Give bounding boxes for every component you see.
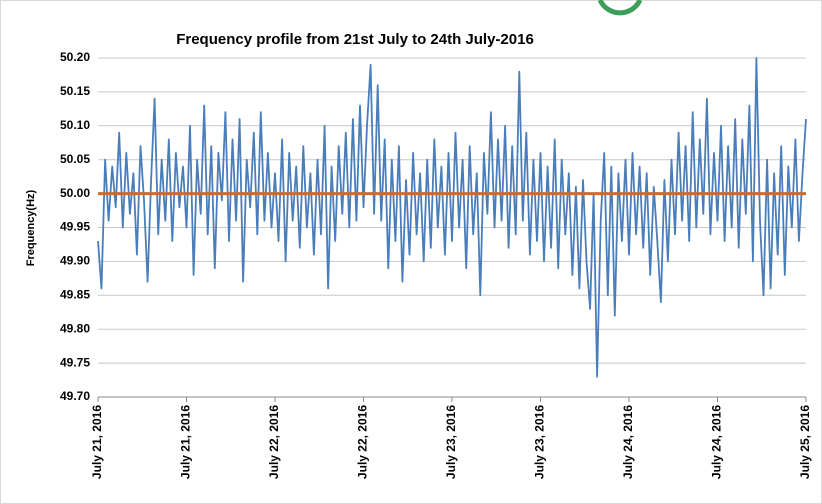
x-tick-label: July 24, 2016 bbox=[710, 405, 724, 479]
y-tick-label: 50.05 bbox=[60, 152, 90, 166]
x-tick-label: July 23, 2016 bbox=[444, 405, 458, 479]
y-tick-label: 49.70 bbox=[60, 389, 90, 403]
x-tick-label: July 25, 2016 bbox=[798, 405, 812, 479]
y-tick-label: 50.15 bbox=[60, 84, 90, 98]
x-tick-label: July 22, 2016 bbox=[356, 405, 370, 479]
x-tick-label: July 24, 2016 bbox=[621, 405, 635, 479]
y-tick-label: 49.75 bbox=[60, 355, 90, 369]
x-tick-label: July 22, 2016 bbox=[267, 405, 281, 479]
y-tick-label: 49.95 bbox=[60, 220, 90, 234]
x-tick-label: July 23, 2016 bbox=[533, 405, 547, 479]
y-axis-label: Frequency(Hz) bbox=[25, 189, 37, 266]
logo-fragment bbox=[597, 0, 643, 16]
data-line bbox=[97, 57, 807, 378]
y-tick-label: 49.90 bbox=[60, 254, 90, 268]
y-tick-label: 50.10 bbox=[60, 118, 90, 132]
x-tick-label: July 21, 2016 bbox=[90, 405, 104, 479]
y-tick-label: 50.20 bbox=[60, 50, 90, 64]
y-tick-label: 49.85 bbox=[60, 287, 90, 301]
y-tick-label: 50.00 bbox=[60, 186, 90, 200]
x-tick-label: July 21, 2016 bbox=[179, 405, 193, 479]
chart-title: Frequency profile from 21st July to 24th… bbox=[176, 31, 534, 48]
y-tick-label: 49.80 bbox=[60, 321, 90, 335]
